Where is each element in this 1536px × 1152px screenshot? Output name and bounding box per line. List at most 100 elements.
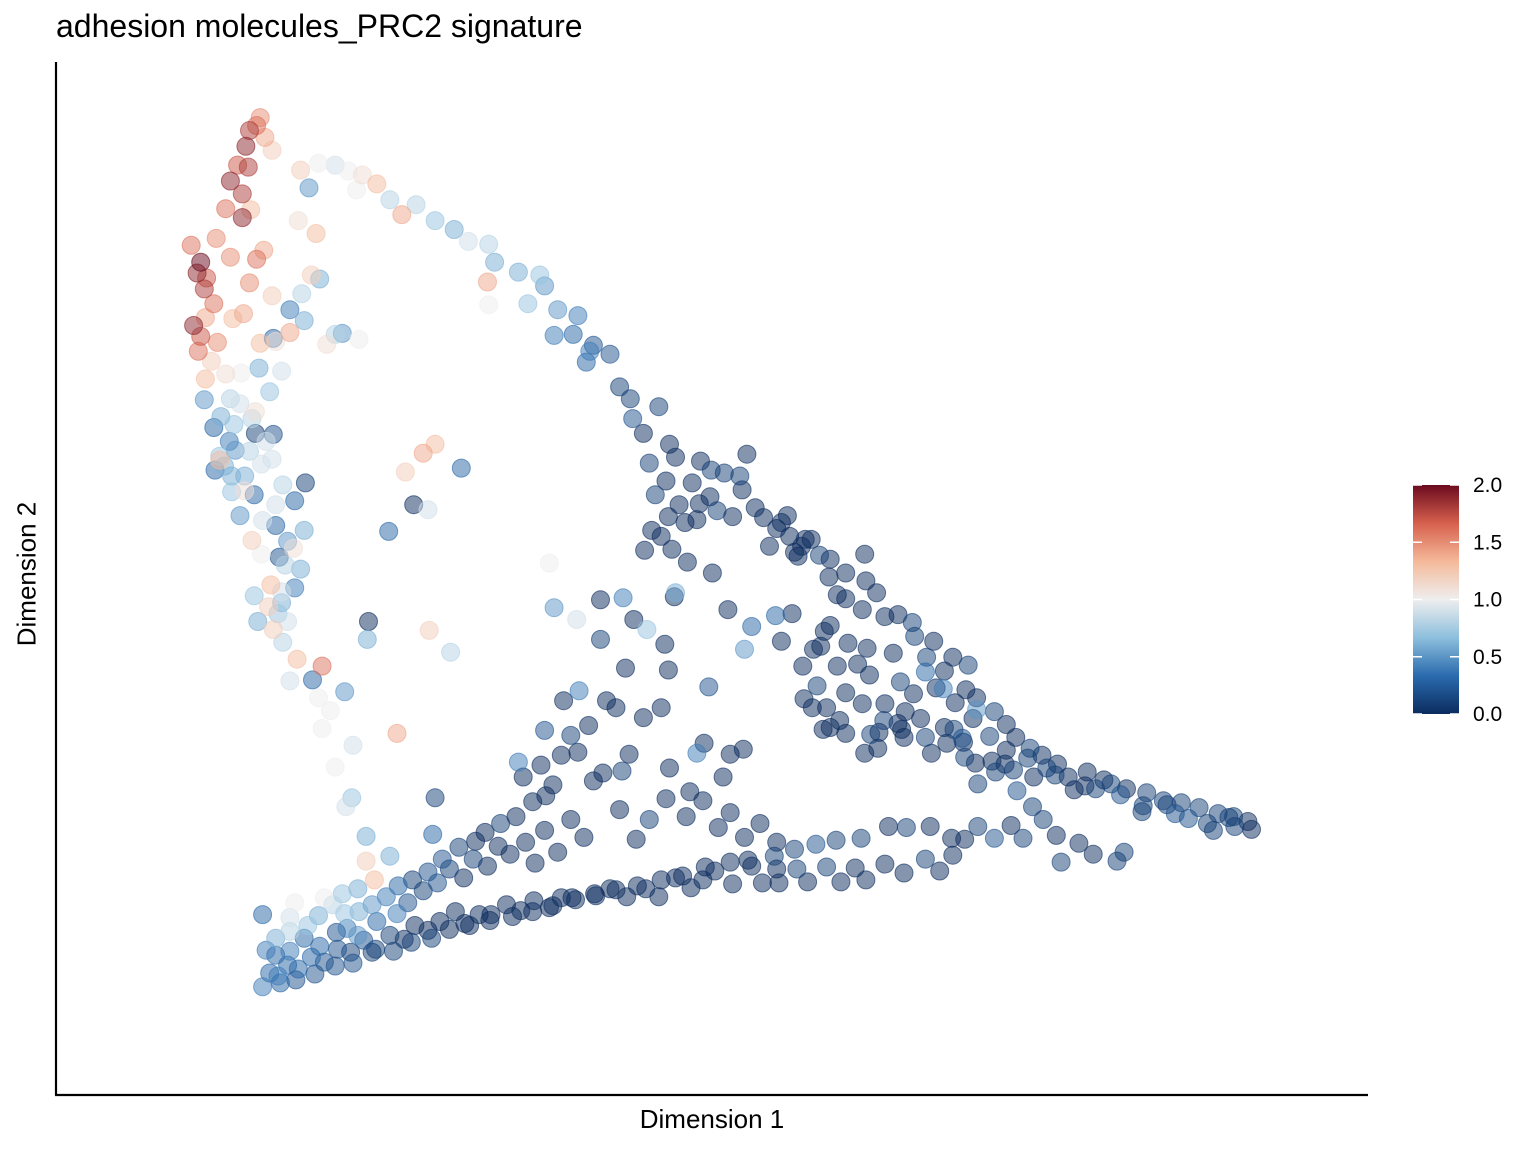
scatter-point <box>645 485 665 505</box>
scatter-point <box>836 723 856 743</box>
scatter-point <box>777 506 797 526</box>
scatter-point <box>713 767 733 787</box>
scatter-point <box>1007 781 1027 801</box>
scatter-point <box>273 475 293 495</box>
scatter-point <box>204 294 224 314</box>
scatter-point <box>210 450 230 470</box>
scatter-point <box>1033 810 1053 829</box>
scatter-point <box>247 249 267 269</box>
scatter-point <box>380 846 400 866</box>
scatter-point <box>463 849 483 869</box>
scatter-point <box>357 629 377 649</box>
scatter-point <box>240 121 259 140</box>
y-axis-label: Dimension 2 <box>11 501 42 647</box>
scatter-point <box>1069 833 1089 853</box>
scatter-point <box>343 953 363 973</box>
scatter-point <box>181 235 201 255</box>
scatter-point <box>480 911 500 930</box>
scatter-point <box>651 526 671 546</box>
scatter-point <box>359 612 378 631</box>
scatter-point <box>986 762 1006 782</box>
scatter-point <box>639 453 659 473</box>
scatter-point <box>224 415 244 434</box>
scatter-point <box>422 928 442 948</box>
scatter-point <box>810 545 829 565</box>
scatter-point <box>525 853 545 873</box>
scatter-point <box>915 662 935 682</box>
scatter-point <box>314 888 334 908</box>
scatter-point <box>820 616 840 635</box>
scatter-point <box>680 782 700 802</box>
scatter-point <box>253 977 273 997</box>
scatter-point <box>206 228 226 248</box>
scatter-point <box>444 220 464 239</box>
scatter-point <box>232 184 252 204</box>
scatter-point <box>787 859 807 879</box>
scatter-point <box>920 817 940 836</box>
scatter-point <box>720 852 740 872</box>
scatter-point <box>984 702 1004 722</box>
x-axis-label: Dimension 1 <box>639 1104 785 1134</box>
scatter-point <box>479 234 499 254</box>
scatter-point <box>309 688 328 708</box>
scatter-point <box>585 884 605 904</box>
scatter-point <box>656 789 676 809</box>
scatter-point <box>798 872 818 892</box>
scatter-point <box>915 727 935 747</box>
scatter-point <box>613 588 633 608</box>
scatter-point <box>930 861 950 881</box>
colorbar-tick-label: 2.0 <box>1473 474 1502 497</box>
scatter-point <box>348 925 368 945</box>
scatter-point <box>245 402 265 422</box>
scatter-point <box>752 873 772 893</box>
scatter-point <box>750 814 770 833</box>
scatter-point <box>240 273 259 293</box>
scatter-point <box>855 544 875 564</box>
scatter-point <box>242 530 262 550</box>
scatter-point <box>392 205 412 225</box>
scatter-point <box>662 539 682 559</box>
scatter-point <box>785 839 804 859</box>
scatter-point <box>793 656 813 676</box>
scatter-point <box>848 654 868 674</box>
scatter-point <box>1225 817 1245 836</box>
scatter-point <box>234 304 253 324</box>
scatter-point <box>530 265 550 285</box>
colorbar-tick-label: 1.5 <box>1473 531 1502 554</box>
scatter-point <box>754 508 774 528</box>
scatter-point <box>294 520 314 540</box>
scatter-point <box>600 344 620 364</box>
scatter-point <box>310 936 330 956</box>
scatter-point <box>508 262 528 282</box>
scatter-point <box>883 643 903 663</box>
scatter-point <box>676 807 696 827</box>
scatter-point <box>194 390 214 410</box>
scatter-point <box>651 698 671 718</box>
scatter-point <box>251 544 271 564</box>
scatter-point <box>268 966 288 986</box>
scatter-point <box>260 382 280 402</box>
scatter-point <box>826 830 846 850</box>
scatter-point <box>894 863 914 883</box>
scatter-point <box>1018 748 1038 768</box>
scatter-point <box>518 294 538 314</box>
scatter-point <box>535 720 555 740</box>
scatter-point <box>262 449 282 469</box>
scatter-point <box>677 552 697 572</box>
scatter-point <box>401 932 421 952</box>
scatter-point <box>579 716 599 735</box>
scatter-point <box>669 495 689 515</box>
scatter-point <box>298 916 318 935</box>
scatter-point <box>280 671 300 691</box>
scatter-point <box>695 857 715 877</box>
scatter-point <box>737 444 757 464</box>
scatter-point <box>280 941 300 961</box>
scatter-point <box>968 774 988 794</box>
scatter-point <box>827 656 847 676</box>
scatter-point <box>666 583 685 603</box>
scatter-point <box>955 747 975 767</box>
scatter-point <box>836 589 856 609</box>
scatter-point <box>336 797 356 817</box>
scatter-point <box>240 441 259 461</box>
scatter-point <box>280 323 300 342</box>
